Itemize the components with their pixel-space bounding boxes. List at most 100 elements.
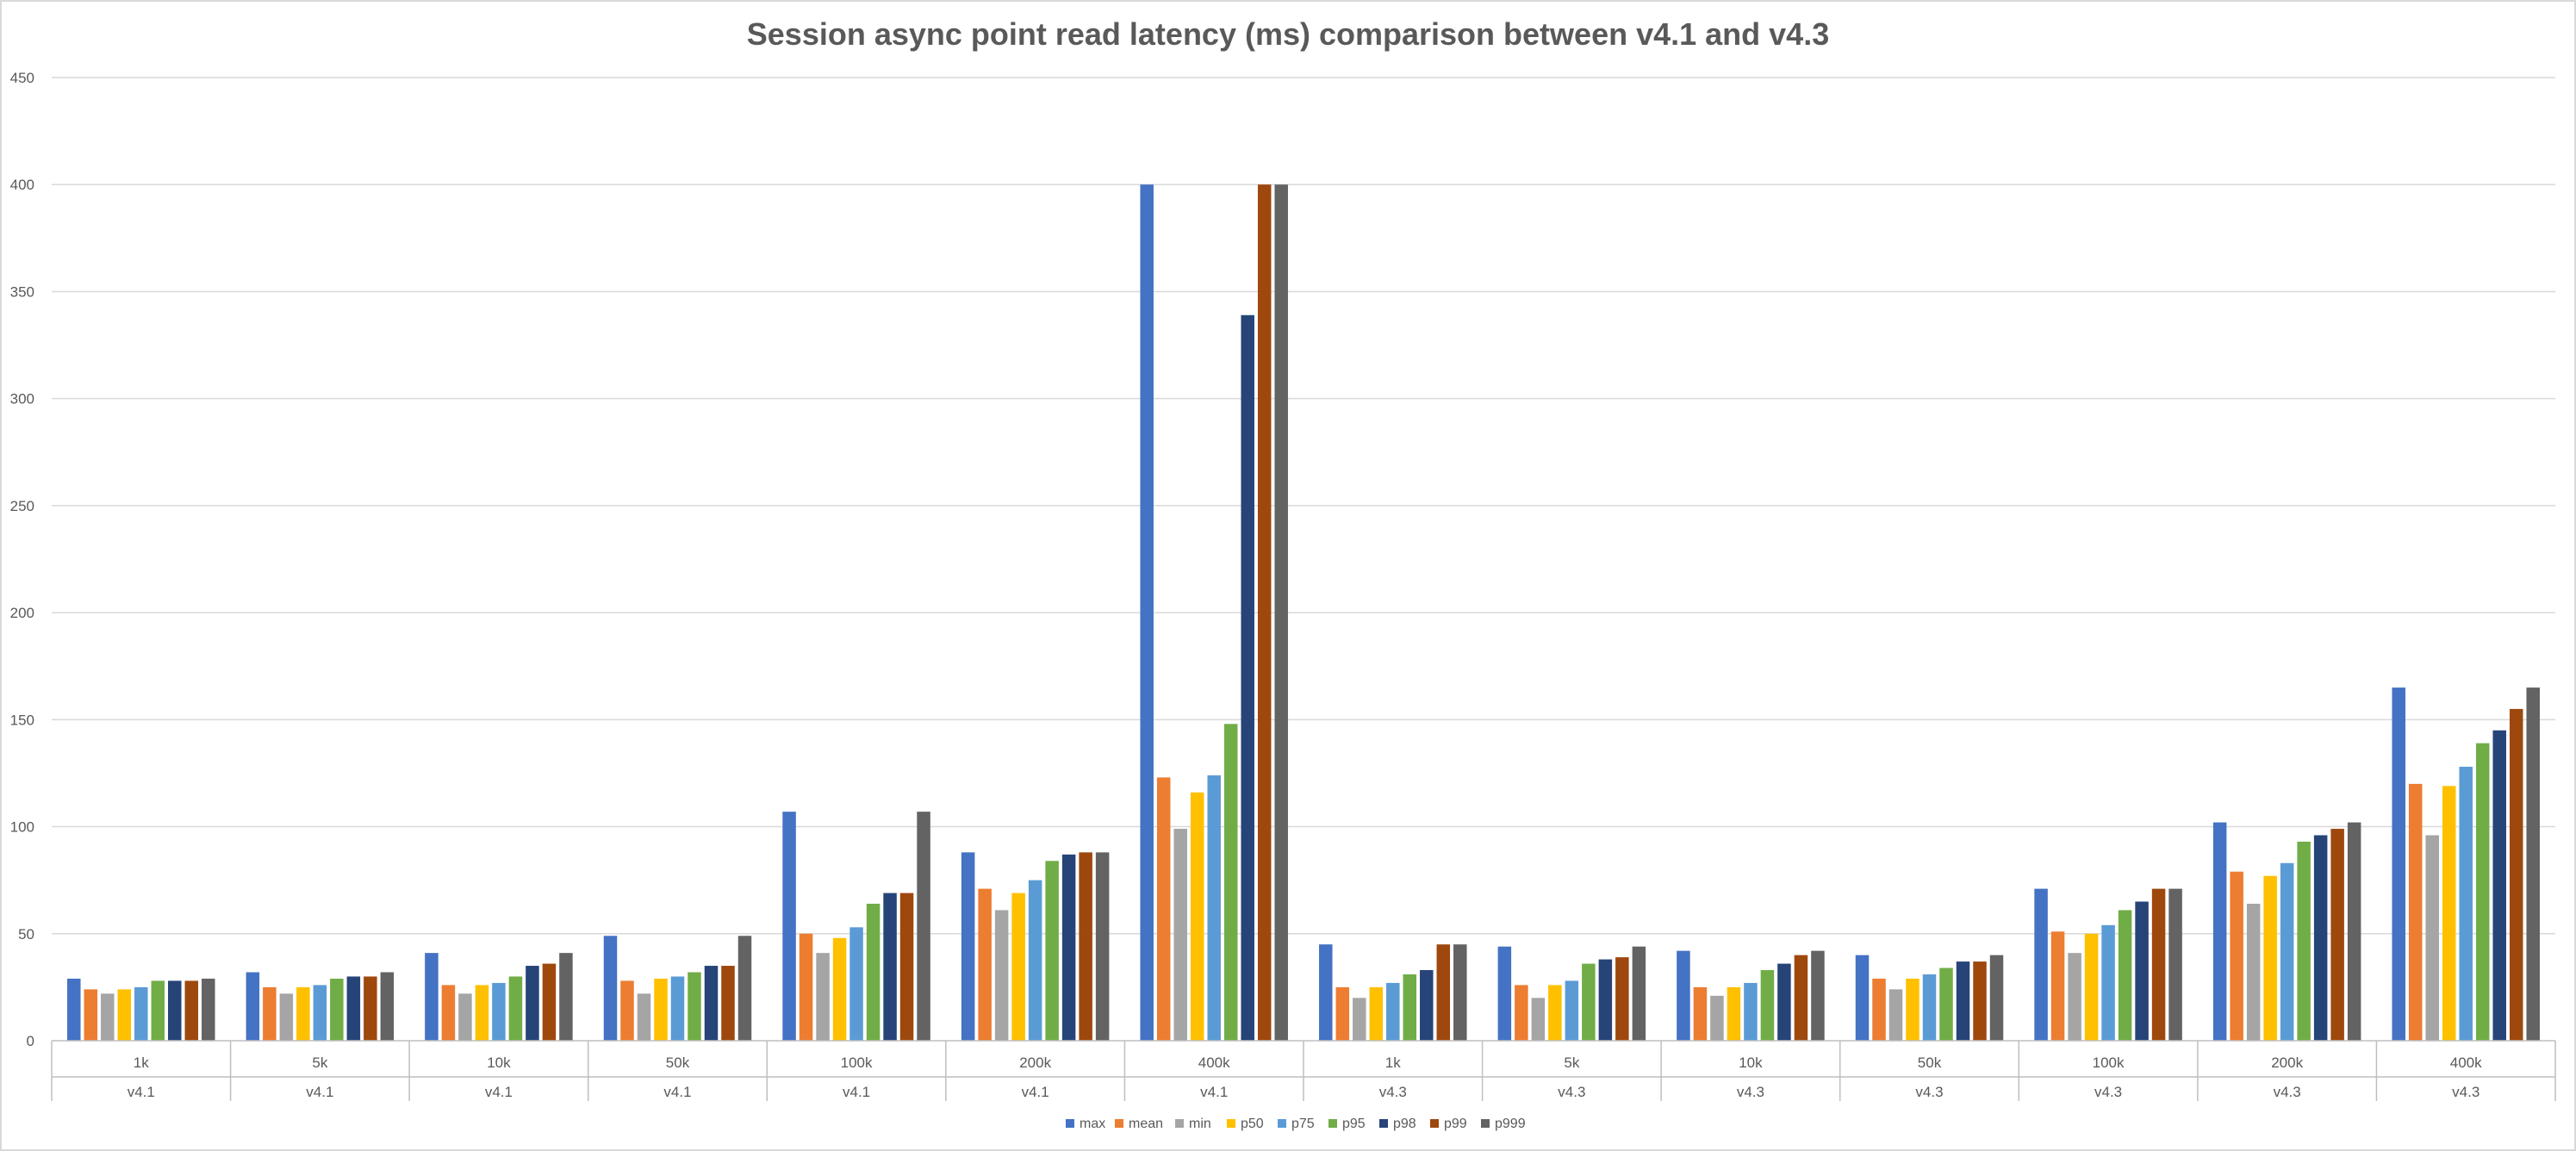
x-group-label: v4.1 xyxy=(843,1084,870,1100)
bar-p75 xyxy=(1744,982,1758,1041)
bar-p99 xyxy=(184,980,199,1041)
bar-p99 xyxy=(1079,852,1092,1041)
bar-p99 xyxy=(2330,829,2344,1041)
bar-p99 xyxy=(721,966,735,1041)
y-tick-label: 350 xyxy=(10,283,34,300)
x-group-label: v4.1 xyxy=(306,1084,333,1100)
legend-item-p999: p999 xyxy=(1481,1117,1526,1131)
legend-item-p98: p98 xyxy=(1379,1117,1416,1131)
x-group-label: v4.3 xyxy=(2452,1084,2480,1100)
legend-item-p95: p95 xyxy=(1328,1117,1366,1131)
x-group-label: v4.3 xyxy=(1379,1084,1407,1100)
bar-p98 xyxy=(1420,970,1434,1041)
bar-max xyxy=(1319,944,1333,1041)
x-group-label: v4.1 xyxy=(663,1084,691,1100)
bar-min xyxy=(2246,903,2261,1041)
y-tick-label: 0 xyxy=(27,1033,34,1049)
x-tick-label: 1k xyxy=(134,1055,149,1071)
bar-p98 xyxy=(526,966,539,1041)
bar-p999 xyxy=(2168,888,2182,1041)
bar-p50 xyxy=(1011,893,1025,1041)
x-group-label: v4.3 xyxy=(1915,1084,1943,1100)
bar-min xyxy=(994,910,1009,1041)
bar-max xyxy=(1497,946,1512,1041)
bar-max xyxy=(2034,888,2048,1041)
legend: max mean min p50 p75 p95 p98 p99 p999 xyxy=(1066,1117,1526,1131)
bar-p98 xyxy=(1241,314,1254,1042)
x-tick-label: 400k xyxy=(1198,1055,1230,1071)
bar-p999 xyxy=(1095,852,1110,1041)
bar-p95 xyxy=(1403,974,1417,1041)
bar-p999 xyxy=(917,812,930,1041)
bar-mean xyxy=(2050,931,2065,1041)
legend-swatch xyxy=(1278,1119,1286,1128)
bar-mean xyxy=(1335,986,1350,1041)
legend-item-min: min xyxy=(1175,1117,1211,1131)
bar-p99 xyxy=(1794,955,1808,1041)
bar-min xyxy=(2425,835,2439,1041)
bar-max xyxy=(67,978,81,1041)
legend-label: p75 xyxy=(1291,1117,1315,1131)
bar-p50 xyxy=(1548,985,1562,1041)
bar-p98 xyxy=(2135,901,2149,1041)
bar-p75 xyxy=(134,986,148,1041)
x-tick-label: 10k xyxy=(487,1055,511,1071)
bars xyxy=(67,184,2540,1042)
x-tick-label: 1k xyxy=(1385,1055,1401,1071)
x-tick-label: 50k xyxy=(1918,1055,1942,1071)
bar-p95 xyxy=(151,980,165,1041)
bar-p50 xyxy=(2263,875,2277,1041)
bar-p999 xyxy=(202,978,215,1041)
bar-min xyxy=(1353,998,1366,1041)
bar-mean xyxy=(620,980,634,1041)
bar-max xyxy=(2392,687,2405,1041)
bar-p75 xyxy=(313,985,327,1041)
legend-swatch xyxy=(1328,1119,1337,1128)
bar-max xyxy=(246,972,260,1041)
bar-p95 xyxy=(2118,910,2132,1041)
bar-p50 xyxy=(296,986,310,1041)
bar-p50 xyxy=(654,978,668,1041)
bar-max xyxy=(2212,822,2227,1041)
legend-label: mean xyxy=(1129,1117,1163,1131)
bar-p999 xyxy=(1811,950,1825,1041)
bar-max xyxy=(1140,184,1154,1041)
bar-p50 xyxy=(117,989,132,1041)
bar-p98 xyxy=(1777,963,1791,1041)
bar-p98 xyxy=(2313,835,2328,1041)
bar-p95 xyxy=(508,976,523,1041)
x-tick-label: 100k xyxy=(841,1055,873,1071)
x-axis: 1k v4.1 5k v4.1 10k v4.1 50k v4.1 100k v4.1 200k v4… xyxy=(51,1040,2556,1101)
bar-p98 xyxy=(1956,961,1970,1041)
bar-p75 xyxy=(492,982,506,1041)
bar-mean xyxy=(799,933,813,1041)
legend-swatch xyxy=(1481,1119,1490,1128)
bar-max xyxy=(782,812,796,1041)
bar-mean xyxy=(1515,985,1528,1041)
bar-p95 xyxy=(688,972,701,1041)
bar-p99 xyxy=(899,893,914,1041)
legend-item-p50: p50 xyxy=(1227,1117,1264,1131)
bar-p95 xyxy=(1582,963,1596,1041)
bar-p98 xyxy=(2492,730,2506,1041)
bar-min xyxy=(458,993,472,1041)
x-group-label: v4.3 xyxy=(1737,1084,1764,1100)
bar-p50 xyxy=(475,985,489,1041)
x-tick-label: 100k xyxy=(2093,1055,2125,1071)
x-group-label: v4.1 xyxy=(1022,1084,1049,1100)
bar-p75 xyxy=(2459,766,2473,1041)
bar-p75 xyxy=(2101,924,2115,1041)
bar-p75 xyxy=(1207,775,1221,1041)
legend-swatch xyxy=(1115,1119,1123,1128)
legend-label: p99 xyxy=(1444,1117,1467,1131)
bar-p50 xyxy=(1190,792,1204,1041)
legend-item-max: max xyxy=(1066,1117,1105,1131)
legend-item-p75: p75 xyxy=(1278,1117,1315,1131)
legend-swatch xyxy=(1227,1119,1235,1128)
x-tick-label: 200k xyxy=(2271,1055,2303,1071)
legend-swatch xyxy=(1175,1119,1184,1128)
y-tick-label: 300 xyxy=(10,391,34,408)
bar-min xyxy=(1888,989,1903,1041)
bar-p999 xyxy=(737,936,752,1041)
bar-max xyxy=(1677,950,1690,1041)
